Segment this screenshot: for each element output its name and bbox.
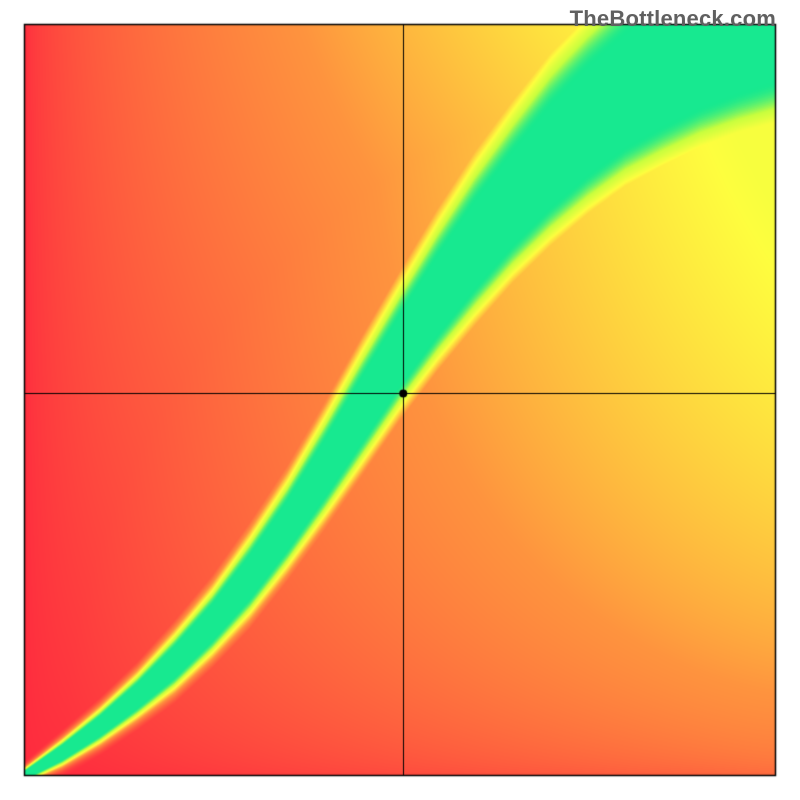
bottleneck-heatmap-canvas: [0, 0, 800, 800]
watermark-label: TheBottleneck.com: [570, 6, 776, 32]
chart-container: TheBottleneck.com: [0, 0, 800, 800]
